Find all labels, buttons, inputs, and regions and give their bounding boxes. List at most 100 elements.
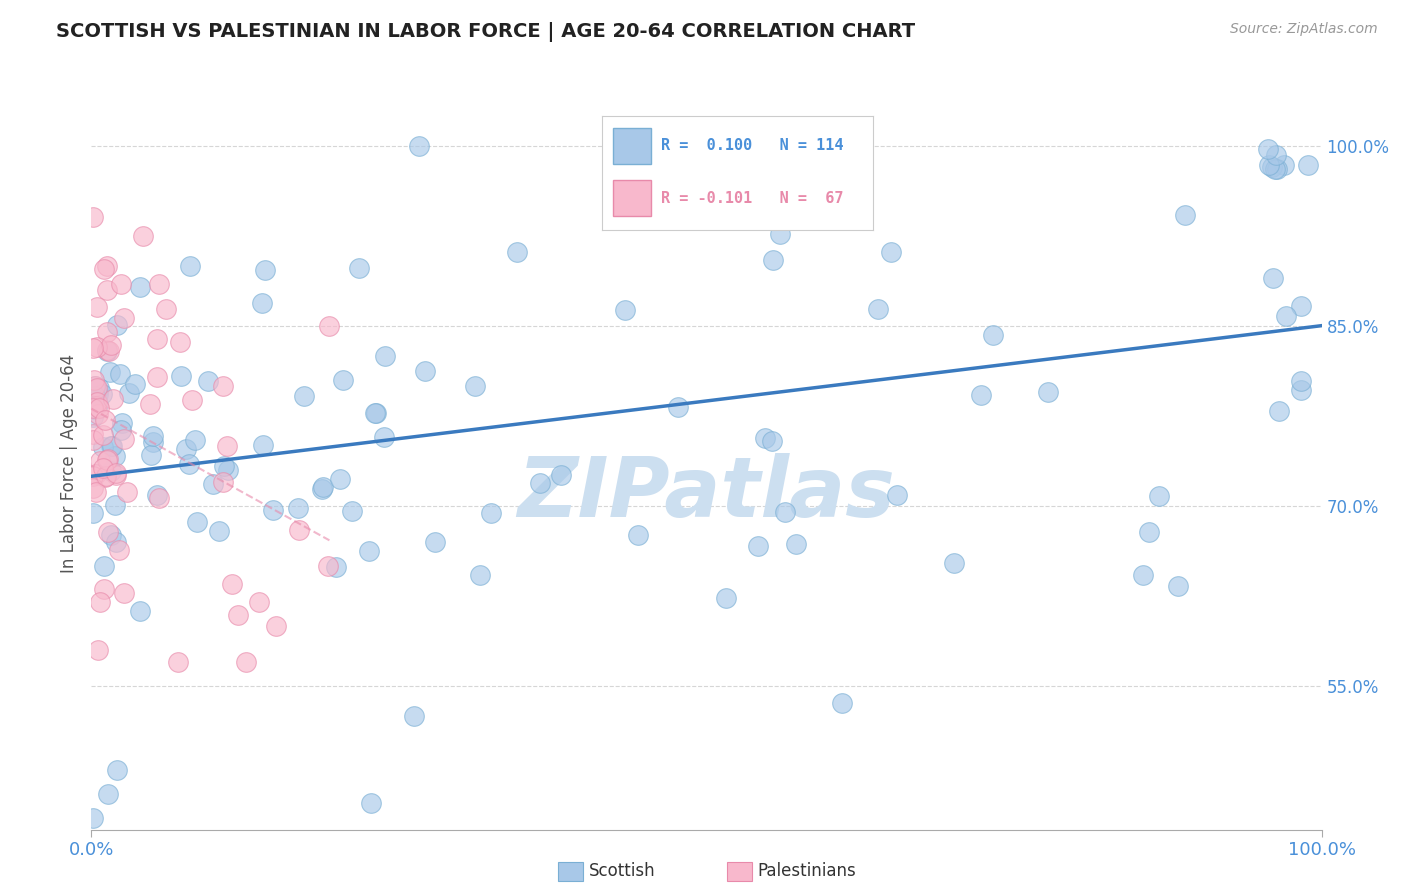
Point — [981, 327, 1004, 342]
Point — [614, 302, 637, 317]
Point — [155, 301, 177, 316]
Point — [714, 591, 737, 606]
Point — [1289, 383, 1312, 397]
Point — [82, 811, 104, 825]
Point — [148, 277, 170, 291]
Point — [82, 433, 104, 447]
Point — [235, 655, 257, 669]
Point — [84, 467, 107, 482]
Point — [84, 399, 107, 413]
Point — [93, 558, 115, 573]
Point — [169, 334, 191, 349]
Point — [769, 227, 792, 241]
Point — [100, 338, 122, 352]
Point — [83, 389, 105, 403]
Point — [262, 503, 284, 517]
Point — [1137, 524, 1160, 539]
Point — [89, 454, 111, 468]
Point — [247, 595, 270, 609]
Point — [93, 582, 115, 596]
Point — [1264, 148, 1286, 162]
Point — [1261, 270, 1284, 285]
Point — [201, 477, 224, 491]
Point — [252, 438, 274, 452]
Point — [86, 395, 108, 409]
Point — [627, 527, 650, 541]
Point — [1147, 489, 1170, 503]
Point — [97, 787, 120, 801]
Point — [1274, 309, 1296, 323]
Point — [886, 488, 908, 502]
Point — [287, 523, 309, 537]
Point — [506, 244, 529, 259]
Point — [128, 604, 150, 618]
Point — [146, 488, 169, 502]
Text: ZIPatlas: ZIPatlas — [517, 452, 896, 533]
Point — [785, 537, 807, 551]
Point — [105, 763, 128, 777]
Point — [131, 229, 153, 244]
Point — [94, 468, 117, 483]
Point — [550, 468, 572, 483]
Point — [96, 325, 118, 339]
Point — [112, 586, 135, 600]
Point — [181, 392, 204, 407]
Point — [226, 607, 249, 622]
Point — [145, 332, 167, 346]
Point — [146, 370, 169, 384]
Point — [105, 466, 128, 480]
Point — [84, 484, 107, 499]
Point — [103, 392, 125, 406]
Point — [87, 387, 110, 401]
Point — [108, 542, 131, 557]
Point — [347, 260, 370, 275]
Point — [1036, 385, 1059, 400]
Point — [104, 535, 127, 549]
Point — [970, 387, 993, 401]
Point — [479, 507, 502, 521]
Point — [100, 527, 122, 541]
Point — [374, 350, 396, 364]
Point — [360, 797, 382, 811]
Point — [1289, 374, 1312, 388]
Point — [332, 373, 354, 387]
Point — [364, 406, 387, 420]
Point — [1265, 162, 1288, 177]
Point — [96, 453, 118, 467]
Point — [208, 524, 231, 538]
Point — [110, 423, 132, 437]
Point — [312, 480, 335, 494]
Point — [217, 463, 239, 477]
Point — [82, 401, 104, 415]
Point — [773, 505, 796, 519]
Point — [87, 642, 110, 657]
Text: SCOTTISH VS PALESTINIAN IN LABOR FORCE | AGE 20-64 CORRELATION CHART: SCOTTISH VS PALESTINIAN IN LABOR FORCE |… — [56, 22, 915, 42]
Point — [101, 439, 124, 453]
Point — [1268, 403, 1291, 417]
Point — [880, 244, 903, 259]
Point — [96, 344, 118, 359]
Point — [183, 433, 205, 447]
Point — [408, 139, 430, 153]
Point — [318, 318, 340, 333]
Point — [112, 432, 135, 446]
Point — [311, 482, 333, 496]
Point — [325, 559, 347, 574]
Point — [464, 378, 486, 392]
Point — [179, 259, 201, 273]
Point — [253, 263, 276, 277]
Point — [91, 440, 114, 454]
Point — [1257, 142, 1279, 156]
Point — [93, 427, 115, 442]
Point — [359, 544, 381, 558]
Point — [174, 442, 197, 456]
Point — [1174, 208, 1197, 222]
Point — [364, 405, 387, 419]
Point — [470, 568, 492, 582]
Point — [943, 556, 966, 570]
Point — [91, 461, 114, 475]
Point — [141, 448, 163, 462]
Point — [98, 365, 121, 379]
Point — [1261, 160, 1284, 174]
Point — [142, 435, 165, 450]
